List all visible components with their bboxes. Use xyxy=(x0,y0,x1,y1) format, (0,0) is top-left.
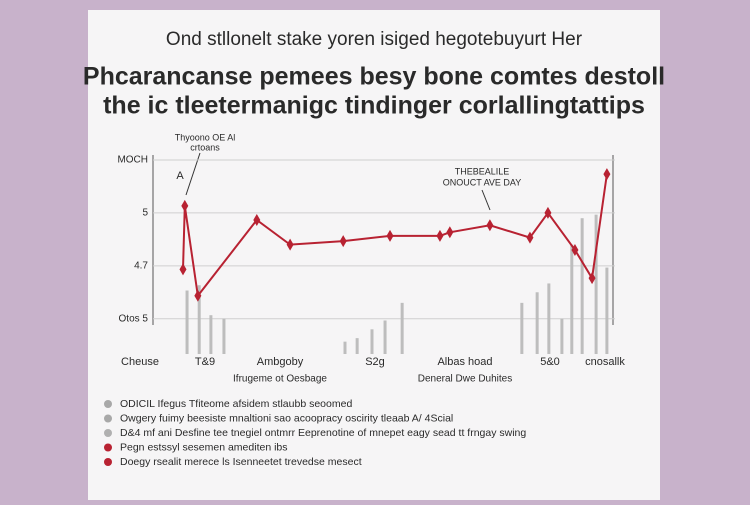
x-tick-label: Ambgoby xyxy=(257,356,304,368)
legend-swatch xyxy=(104,443,112,452)
legend-label: D&4 mf ani Desfine tee tnegiel ontmrr Ee… xyxy=(120,427,526,439)
bar xyxy=(370,329,374,354)
legend-label: Doegy rsealit merece ls Isenneetet treve… xyxy=(120,456,362,468)
bar xyxy=(383,320,387,354)
marker xyxy=(181,199,189,212)
title: the ic tleetermanigc tindinger corlallin… xyxy=(103,92,645,120)
legend-swatch xyxy=(104,414,112,423)
bar xyxy=(547,283,551,354)
bar xyxy=(355,338,359,354)
y-tick-label: 5 xyxy=(142,208,148,219)
bar xyxy=(222,318,226,354)
bar xyxy=(197,285,201,354)
bar xyxy=(185,290,189,354)
bar xyxy=(535,292,539,354)
x-tick-sublabel: Ifrugeme ot Oesbage xyxy=(233,374,327,385)
marker xyxy=(253,213,261,226)
x-tick-label: S2g xyxy=(365,356,385,368)
marker xyxy=(436,229,444,242)
annotation: A xyxy=(176,170,184,182)
marker xyxy=(526,231,534,244)
legend-swatch xyxy=(104,429,112,437)
x-tick-label: Cheuse xyxy=(121,356,159,368)
legend-label: Owgery fuimy beesiste mnaltioni sao acoo… xyxy=(120,412,453,424)
x-tick-label: 5&0 xyxy=(540,356,560,368)
marker xyxy=(571,243,579,256)
bar xyxy=(520,302,524,354)
marker xyxy=(286,238,294,251)
marker xyxy=(194,289,202,302)
y-tick-label: MOCH xyxy=(117,155,148,166)
legend-swatch xyxy=(104,400,112,408)
bar xyxy=(570,244,574,354)
title: Phcarancanse pemees besy bone comtes des… xyxy=(83,63,665,91)
x-tick-label: cnosallk xyxy=(585,356,625,368)
bar xyxy=(594,214,598,354)
x-tick-label: T&9 xyxy=(195,356,215,368)
bar xyxy=(605,267,609,354)
y-tick-label: Otos 5 xyxy=(119,313,149,324)
bar xyxy=(560,318,564,354)
legend-label: Pegn estssyl sesemen amediten ibs xyxy=(120,441,288,453)
annotation: crtoans xyxy=(190,142,220,152)
marker xyxy=(603,168,611,181)
bar xyxy=(343,341,347,354)
marker xyxy=(446,226,454,239)
x-tick-label: Albas hoad xyxy=(437,356,492,368)
subtitle: Ond stllonelt stake yoren isiged hegoteb… xyxy=(166,29,583,50)
legend-swatch xyxy=(104,458,112,466)
bar xyxy=(400,302,404,354)
bar xyxy=(209,315,213,354)
y-tick-label: 4.7 xyxy=(134,260,148,271)
x-tick-sublabel: Deneral Dwe Duhites xyxy=(418,374,513,385)
marker xyxy=(588,272,596,285)
marker xyxy=(544,206,552,219)
legend-label: ODICIL Ifegus Tfiteome afsidem stlaubb s… xyxy=(120,398,352,410)
annotation: ONOUCT AVE DAY xyxy=(443,177,522,187)
arrow xyxy=(481,189,491,211)
marker xyxy=(179,263,187,276)
annotation: THEBEALILE xyxy=(455,166,510,176)
annotation: Thyoono OE Al xyxy=(175,132,236,142)
marker xyxy=(486,219,494,232)
marker xyxy=(339,235,347,248)
marker xyxy=(386,229,394,242)
bar xyxy=(580,218,584,354)
